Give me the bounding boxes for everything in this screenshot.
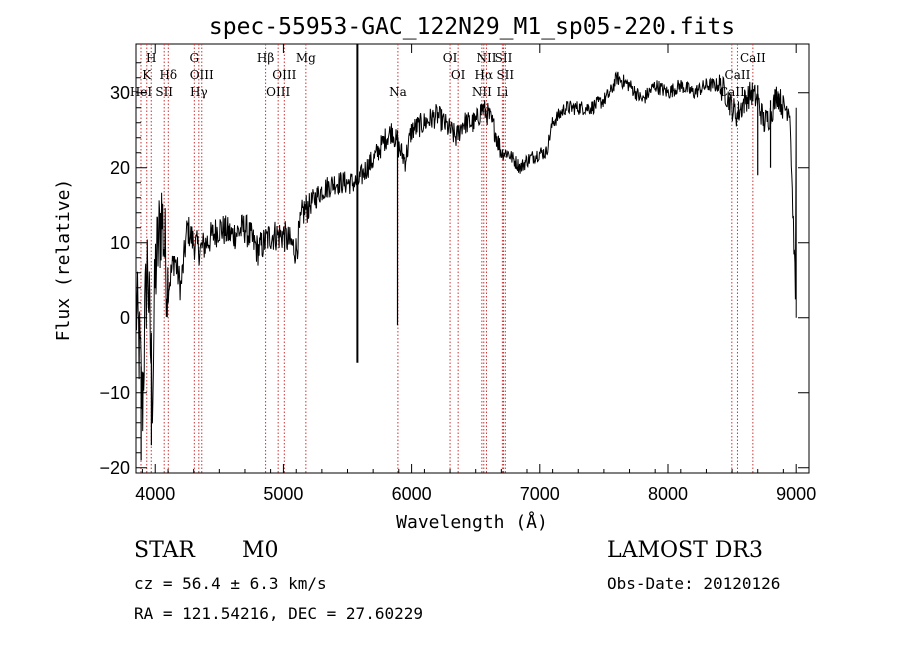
y-tick-label-1: −10 [99,383,130,403]
line-label-1: K [142,68,152,82]
y-axis-label: Flux (relative) [53,179,74,342]
redshift-velocity: cz = 56.4 ± 6.3 km/s [134,574,327,593]
line-label-8: Hβ [257,51,274,65]
y-tick-label-3: 10 [110,233,130,253]
line-label-18: SII [495,51,513,65]
line-label-16: NII [476,51,496,65]
coordinates: RA = 121.54216, DEC = 27.60229 [134,604,423,623]
y-tick-label-2: 0 [120,308,130,328]
x-tick-label-0: 4000 [135,484,175,504]
x-tick-label-3: 7000 [520,484,560,504]
x-axis: 4000 5000 6000 7000 8000 9000 [135,44,816,504]
line-label-14: OI [451,68,466,82]
line-label-11: Mg [296,51,316,65]
line-label-22: CaII [725,68,751,82]
line-label-5: G [190,51,200,65]
line-label-21: CaII [719,85,745,99]
observation-date: Obs-Date: 20120126 [607,574,781,593]
line-label-9: OIII [266,85,290,99]
y-axis: −20 −10 0 10 20 30 [99,62,809,478]
line-label-2: HeI [130,85,153,99]
x-axis-label: Wavelength (Å) [396,511,548,533]
line-label-17: Hα [474,68,493,82]
chart-title: spec-55953-GAC_122N29_M1_sp05-220.fits [209,14,735,40]
line-label-0: H [146,51,156,65]
line-label-10: OIII [272,68,296,82]
plot-frame [135,43,810,474]
line-label-6: OIII [190,68,214,82]
line-label-20: Li [496,85,508,99]
y-tick-label-5: 30 [110,83,130,103]
emission-lines [140,44,754,473]
spectrum-line [135,71,797,432]
line-label-12: Na [389,85,407,99]
x-tick-label-5: 9000 [776,484,816,504]
spectrum-group [135,44,797,461]
line-label-13: OI [443,51,458,65]
line-label-19: SII [496,68,514,82]
line-label-3: SII [155,85,173,99]
object-subclass: M0 [242,538,279,563]
x-tick-label-4: 8000 [648,484,688,504]
line-label-15: NII [472,85,492,99]
x-tick-label-2: 6000 [392,484,432,504]
object-class: STAR [134,538,195,563]
line-label-4: Hδ [159,68,177,82]
y-tick-label-0: −20 [99,458,130,478]
x-tick-label-1: 5000 [263,484,303,504]
line-label-7: Hγ [190,85,208,99]
y-tick-label-4: 20 [110,158,130,178]
line-label-23: CaII [740,51,766,65]
survey-name: LAMOST DR3 [607,538,763,563]
